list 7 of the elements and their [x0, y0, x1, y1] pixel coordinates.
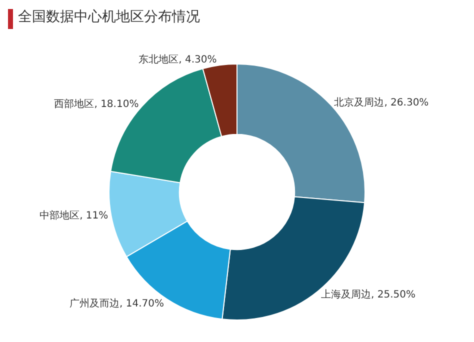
slice-label: 东北地区, 4.30%: [138, 53, 217, 66]
slice-label: 中部地区, 11%: [40, 210, 108, 222]
slice-label: 西部地区, 18.10%: [54, 98, 139, 110]
slice-label: 上海及周边, 25.50%: [321, 288, 416, 301]
slice-label: 广州及而边, 14.70%: [70, 297, 164, 310]
slice-label: 北京及周边, 26.30%: [334, 96, 429, 109]
chart-title: 全国数据中心机地区分布情况: [18, 8, 200, 26]
